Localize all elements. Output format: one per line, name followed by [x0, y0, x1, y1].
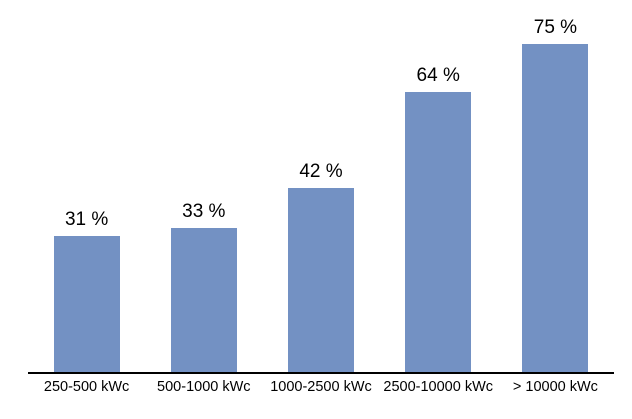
bar-slot: 42 % — [262, 0, 379, 372]
x-axis-label: 250-500 kWc — [43, 379, 130, 395]
bar-slot: 31 % — [28, 0, 145, 372]
bar-value-label: 64 % — [416, 65, 460, 86]
bar-slot: 75 % — [497, 0, 614, 372]
bar-slot: 33 % — [145, 0, 262, 372]
bar-value-label: 75 % — [533, 17, 578, 38]
x-axis-label: 1000-2500 kWc — [270, 379, 372, 395]
plot-area: 31 % 33 % 42 % 64 % 75 % — [28, 0, 614, 372]
bar — [53, 236, 120, 372]
x-axis-label: 500-1000 kWc — [157, 379, 251, 395]
bar-value-label: 31 % — [64, 209, 109, 230]
bar — [405, 92, 472, 372]
bar-value-label: 33 % — [182, 201, 226, 222]
bar — [522, 44, 589, 372]
x-axis-label: 2500-10000 kWc — [383, 379, 494, 395]
bar — [288, 188, 354, 372]
bar-value-label: 42 % — [299, 161, 343, 182]
x-axis-labels: 250-500 kWc 500-1000 kWc 1000-2500 kWc 2500… — [28, 379, 614, 396]
bar — [170, 228, 237, 372]
x-axis-label: > 10000 kWc — [512, 379, 598, 395]
bar-slot: 64 % — [380, 0, 497, 372]
x-axis-line — [28, 372, 614, 374]
